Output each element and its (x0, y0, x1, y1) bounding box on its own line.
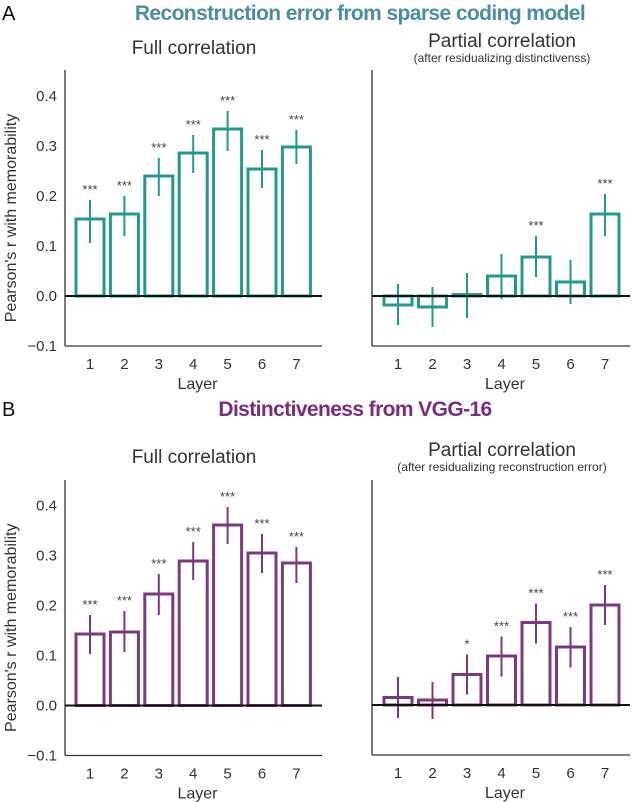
subplot-title: Full correlation (132, 38, 257, 59)
bar-layer-5 (212, 523, 244, 707)
significance-label: *** (186, 117, 201, 132)
x-tick-label: 3 (463, 765, 471, 782)
x-tick-label: 6 (566, 765, 574, 782)
significance-label: * (464, 637, 469, 652)
subplot-b-partial-correlation: Partial correlation (after residualizing… (371, 440, 630, 802)
x-tick-label: 4 (189, 356, 197, 373)
subplot-a-full-correlation: Full correlation 0.4 0.3 0.2 0.1 0.0 −0.1 Pear… (3, 38, 322, 393)
x-tick-label: 5 (532, 765, 540, 782)
y-tick-label: 0.2 (36, 598, 57, 615)
panel-a-title: Reconstruction error from sparse coding … (135, 2, 585, 25)
y-tick-label: 0.3 (36, 138, 57, 155)
subplot-a-partial-correlation: Partial correlation (after residualizing… (371, 31, 630, 393)
x-tick-label: 3 (155, 766, 163, 783)
x-tick-label: 2 (120, 766, 128, 783)
significance-label: *** (254, 516, 269, 531)
y-axis-label: Pearson's r with memorability (3, 524, 20, 732)
significance-label: *** (117, 178, 132, 193)
bar-layer-6 (246, 551, 278, 707)
x-tick-label: 1 (86, 766, 94, 783)
panel-letter-a: A (2, 3, 16, 25)
bar-layer-6 (246, 167, 278, 298)
x-tick-label: 5 (223, 766, 231, 783)
x-tick-label: 7 (601, 765, 609, 782)
significance-label: *** (186, 524, 201, 539)
y-tick-label: 0.1 (36, 238, 57, 255)
significance-label: *** (597, 176, 612, 191)
x-tick-label: 7 (292, 356, 300, 373)
significance-label: *** (563, 609, 578, 624)
x-axis-label: Layer (177, 376, 218, 393)
x-tick-label: 4 (497, 765, 505, 782)
y-axis-label: Pearson's r with memorability (3, 114, 20, 322)
y-tick-label: −0.1 (27, 748, 57, 765)
y-tick-label: −0.1 (27, 338, 57, 355)
x-tick-label: 3 (463, 356, 471, 373)
x-axis-label: Layer (177, 786, 218, 802)
panel-letter-b: B (2, 399, 15, 421)
subplot-title: Full correlation (132, 447, 257, 468)
significance-label: *** (151, 556, 166, 571)
significance-label: *** (82, 182, 97, 197)
x-tick-label: 1 (394, 765, 402, 782)
significance-label: *** (289, 529, 304, 544)
subplot-title: Partial correlation (428, 31, 576, 52)
significance-label: *** (494, 619, 509, 634)
x-tick-label: 6 (566, 356, 574, 373)
subplot-b-full-correlation: Full correlation 0.4 0.3 0.2 0.1 0.0 −0.1 Pear… (3, 447, 322, 802)
x-tick-label: 5 (532, 356, 540, 373)
significance-label: *** (254, 132, 269, 147)
significance-label: *** (220, 93, 235, 108)
significance-label: *** (151, 140, 166, 155)
x-tick-label: 6 (258, 766, 266, 783)
significance-label: *** (528, 586, 543, 601)
y-tick-label: 0.3 (36, 548, 57, 565)
y-tick-label: 0.0 (36, 698, 57, 715)
panel-b-title: Distinctiveness from VGG-16 (218, 398, 491, 421)
significance-label: *** (117, 593, 132, 608)
x-tick-label: 6 (258, 356, 266, 373)
x-tick-label: 2 (120, 356, 128, 373)
bar-layer-7 (280, 145, 312, 298)
y-tick-label: 0.1 (36, 648, 57, 665)
x-tick-label: 4 (189, 766, 197, 783)
x-tick-label: 5 (223, 356, 231, 373)
subplot-title: Partial correlation (428, 440, 576, 461)
significance-label: *** (82, 597, 97, 612)
bar-layer-4 (177, 151, 209, 298)
y-tick-label: 0.0 (36, 288, 57, 305)
y-tick-label: 0.2 (36, 188, 57, 205)
bar-layer-4 (177, 559, 209, 707)
bar-layer-5 (212, 127, 244, 298)
x-tick-label: 7 (292, 766, 300, 783)
x-tick-label: 1 (86, 356, 94, 373)
bar-layer-7 (280, 561, 312, 707)
x-tick-label: 3 (155, 356, 163, 373)
significance-label: *** (220, 489, 235, 504)
y-tick-label: 0.4 (36, 498, 57, 515)
x-tick-label: 4 (497, 356, 505, 373)
x-tick-label: 2 (428, 765, 436, 782)
x-axis-label: Layer (485, 785, 526, 802)
y-tick-label: 0.4 (36, 88, 57, 105)
x-axis-label: Layer (485, 376, 526, 393)
significance-label: *** (597, 567, 612, 582)
significance-label: *** (289, 112, 304, 127)
subplot-subtitle: (after residualizing distinctivenss) (414, 51, 591, 65)
subplot-subtitle: (after residualizing reconstruction erro… (397, 460, 606, 474)
x-tick-label: 2 (428, 356, 436, 373)
significance-label: *** (528, 218, 543, 233)
x-tick-label: 1 (394, 356, 402, 373)
x-tick-label: 7 (601, 356, 609, 373)
